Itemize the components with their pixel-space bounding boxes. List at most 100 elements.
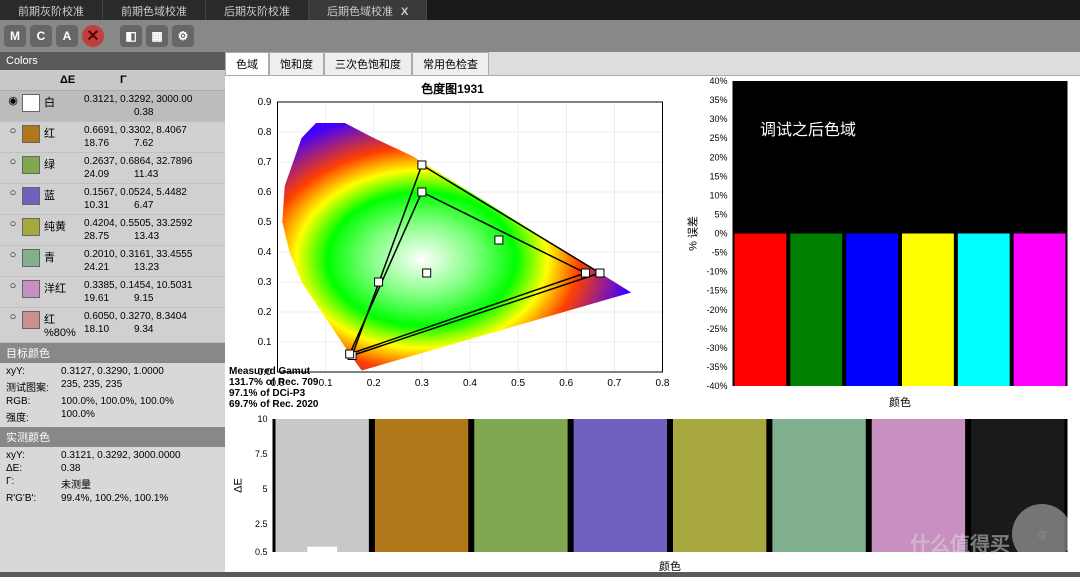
sub-tab[interactable]: 饱和度	[269, 52, 324, 75]
cie-title: 色度图1931	[229, 80, 676, 97]
info-row: xyY:0.3127, 0.3290, 1.0000	[6, 365, 219, 378]
sub-tab[interactable]: 三次色饱和度	[324, 52, 412, 75]
sub-tab[interactable]: 色域	[225, 52, 269, 75]
svg-text:0.9: 0.9	[258, 97, 272, 108]
color-name: 绿	[44, 156, 84, 172]
svg-text:-15%: -15%	[706, 286, 727, 296]
svg-text:-10%: -10%	[706, 267, 727, 277]
radio[interactable]: ○	[4, 280, 22, 292]
measured-header: 实测颜色	[0, 427, 225, 447]
stop-button[interactable]: ✕	[82, 25, 104, 47]
watermark-text: 什么值得买	[910, 528, 1010, 557]
top-tab[interactable]: 后期灰阶校准	[206, 0, 309, 20]
svg-text:25%: 25%	[709, 133, 727, 143]
color-values: 0.1567, 0.0524, 5.448210.316.47	[84, 187, 221, 211]
info-row: ΔE:0.38	[6, 462, 219, 475]
c-button[interactable]: C	[30, 25, 52, 47]
color-swatch	[22, 125, 40, 143]
svg-text:0.1: 0.1	[319, 378, 333, 389]
svg-text:0.6: 0.6	[559, 378, 573, 389]
color-swatch	[22, 311, 40, 329]
color-values: 0.2637, 0.6864, 32.789624.0911.43	[84, 156, 221, 180]
svg-text:0.5: 0.5	[258, 217, 272, 228]
color-values: 0.4204, 0.5505, 33.259228.7513.43	[84, 218, 221, 242]
color-row[interactable]: ○ 纯黄 0.4204, 0.5505, 33.259228.7513.43	[0, 215, 225, 246]
color-name: 洋红	[44, 280, 84, 296]
color-row[interactable]: ○ 蓝 0.1567, 0.0524, 5.448210.316.47	[0, 184, 225, 215]
color-swatch	[22, 156, 40, 174]
top-tab[interactable]: 前期灰阶校准	[0, 0, 103, 20]
svg-text:% 误差: % 误差	[686, 216, 700, 251]
color-row[interactable]: ◉ 白 0.3121, 0.3292, 3000.000.38	[0, 91, 225, 122]
radio[interactable]: ○	[4, 218, 22, 230]
svg-text:0%: 0%	[714, 229, 727, 239]
color-row[interactable]: ○ 青 0.2010, 0.3161, 33.455524.2113.23	[0, 246, 225, 277]
svg-text:0.8: 0.8	[656, 378, 670, 389]
info-row: Γ:未测量	[6, 475, 219, 492]
color-swatch	[22, 94, 40, 112]
color-values: 0.3385, 0.1454, 10.503119.619.15	[84, 280, 221, 304]
radio[interactable]: ○	[4, 311, 22, 323]
svg-text:5%: 5%	[714, 209, 727, 219]
radio[interactable]: ◉	[4, 94, 22, 107]
color-row[interactable]: ○ 洋红 0.3385, 0.1454, 10.503119.619.15	[0, 277, 225, 308]
radio[interactable]: ○	[4, 156, 22, 168]
color-values: 0.2010, 0.3161, 33.455524.2113.23	[84, 249, 221, 273]
color-name: 红	[44, 125, 84, 141]
info-row: R'G'B':99.4%, 100.2%, 100.1%	[6, 492, 219, 505]
svg-text:0.7: 0.7	[607, 378, 621, 389]
svg-text:0.8: 0.8	[258, 127, 272, 138]
color-row[interactable]: ○ 绿 0.2637, 0.6864, 32.789624.0911.43	[0, 153, 225, 184]
close-icon[interactable]: X	[401, 6, 408, 18]
svg-text:35%: 35%	[709, 95, 727, 105]
svg-text:40%: 40%	[709, 76, 727, 86]
info-row: RGB:100.0%, 100.0%, 100.0%	[6, 395, 219, 408]
svg-text:颜色: 颜色	[889, 395, 911, 409]
svg-text:0.6: 0.6	[258, 187, 272, 198]
color-name: 青	[44, 249, 84, 265]
svg-text:0.2: 0.2	[258, 307, 272, 318]
tool-icon-2[interactable]: ▦	[146, 25, 168, 47]
svg-text:0.5: 0.5	[255, 547, 268, 557]
color-row[interactable]: ○ 红 %80% 0.6050, 0.3270, 8.340418.109.34	[0, 308, 225, 343]
settings-icon[interactable]: ⚙	[172, 25, 194, 47]
svg-text:0.7: 0.7	[258, 157, 272, 168]
radio[interactable]: ○	[4, 187, 22, 199]
info-row: xyY:0.3121, 0.3292, 3000.0000	[6, 449, 219, 462]
radio[interactable]: ○	[4, 249, 22, 261]
svg-text:5: 5	[262, 484, 267, 494]
color-swatch	[22, 249, 40, 267]
svg-text:ΔE: ΔE	[233, 478, 245, 493]
svg-text:30%: 30%	[709, 114, 727, 124]
svg-text:-25%: -25%	[706, 324, 727, 334]
svg-text:-20%: -20%	[706, 305, 727, 315]
svg-text:0.3: 0.3	[415, 378, 429, 389]
color-row[interactable]: ○ 红 0.6691, 0.3302, 8.406718.767.62	[0, 122, 225, 153]
color-name: 红 %80%	[44, 311, 84, 339]
svg-text:-5%: -5%	[711, 248, 727, 258]
color-values: 0.3121, 0.3292, 3000.000.38	[84, 94, 221, 118]
svg-text:0.4: 0.4	[463, 378, 477, 389]
color-name: 白	[44, 94, 84, 110]
color-swatch	[22, 187, 40, 205]
top-tab[interactable]: 前期色域校准	[103, 0, 206, 20]
color-header: ΔEΓ	[0, 70, 225, 91]
gamut-text: Measured Gamut131.7% of Rec. 70997.1% of…	[229, 366, 319, 410]
color-name: 蓝	[44, 187, 84, 203]
svg-text:0.4: 0.4	[258, 247, 272, 258]
error-bar-chart: -40%-35%-30%-25%-20%-15%-10%-5%0%5%10%15…	[680, 76, 1080, 411]
svg-text:0.3: 0.3	[258, 277, 272, 288]
radio[interactable]: ○	[4, 125, 22, 137]
watermark-logo: 值	[1012, 504, 1072, 564]
info-row: 测试图案:235, 235, 235	[6, 378, 219, 395]
svg-text:10: 10	[257, 414, 267, 424]
m-button[interactable]: M	[4, 25, 26, 47]
color-swatch	[22, 218, 40, 236]
top-tab[interactable]: 后期色域校准X	[309, 0, 427, 20]
sub-tab[interactable]: 常用色检查	[412, 52, 489, 75]
target-header: 目标颜色	[0, 343, 225, 363]
svg-text:0.2: 0.2	[367, 378, 381, 389]
tool-icon-1[interactable]: ◧	[120, 25, 142, 47]
color-values: 0.6691, 0.3302, 8.406718.767.62	[84, 125, 221, 149]
a-button[interactable]: A	[56, 25, 78, 47]
